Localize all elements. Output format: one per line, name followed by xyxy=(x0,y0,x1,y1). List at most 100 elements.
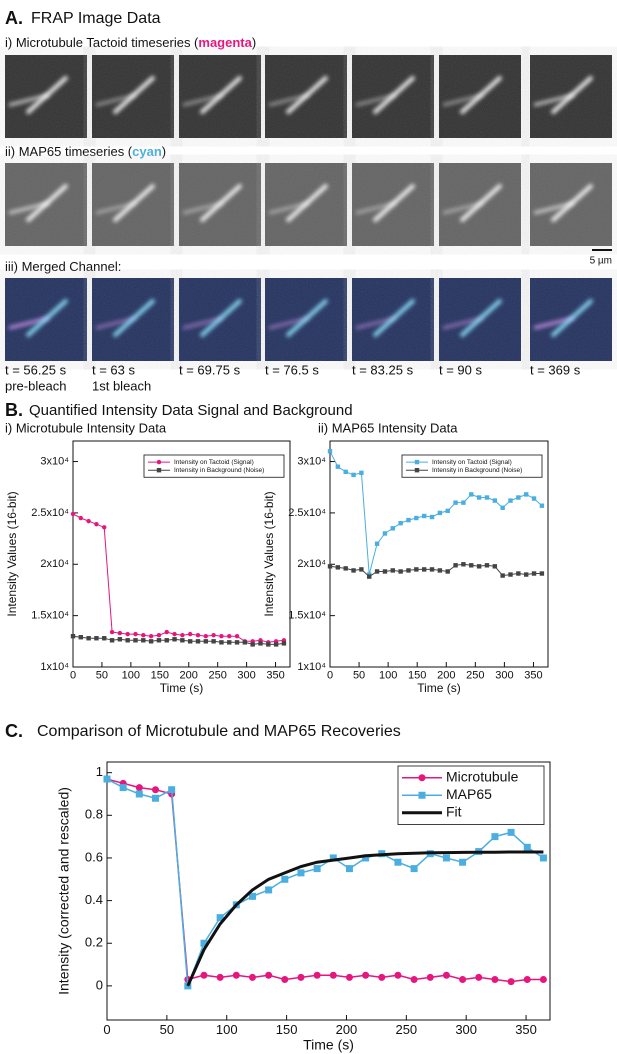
data-point xyxy=(78,515,84,521)
data-point xyxy=(394,971,402,979)
x-tick-label: 200 xyxy=(336,1022,358,1037)
data-point xyxy=(180,638,185,643)
image-frame xyxy=(439,278,521,361)
data-point xyxy=(234,633,240,639)
image-frame xyxy=(179,55,261,138)
time-caption: t = 63 s xyxy=(92,362,135,377)
data-point xyxy=(343,469,348,475)
data-point xyxy=(491,833,499,841)
data-point xyxy=(539,975,547,983)
data-point xyxy=(410,865,418,873)
data-point xyxy=(211,639,216,644)
series-line xyxy=(329,563,542,578)
x-tick-label: 250 xyxy=(466,670,484,682)
data-point xyxy=(335,464,341,469)
x-tick-label: 250 xyxy=(208,670,226,682)
data-point xyxy=(248,892,256,900)
data-point xyxy=(125,631,130,637)
data-point xyxy=(459,858,467,866)
legend-marker xyxy=(418,774,426,782)
data-point xyxy=(367,574,372,579)
series-line xyxy=(106,778,544,987)
data-point xyxy=(216,973,224,981)
time-caption: t = 369 s xyxy=(530,362,581,377)
data-point xyxy=(232,971,240,979)
data-point xyxy=(211,632,216,638)
legend-label: MAP65 xyxy=(446,786,492,802)
row-title-part: ) xyxy=(162,144,166,159)
data-point xyxy=(102,636,107,641)
y-tick-label: 0.8 xyxy=(85,807,103,822)
y-tick-label: 3x10⁴ xyxy=(40,455,69,467)
image-frame xyxy=(439,163,521,246)
data-point xyxy=(329,971,337,979)
data-point xyxy=(133,638,138,643)
x-axis-label: Time (s) xyxy=(417,681,461,695)
image-frame xyxy=(92,55,174,138)
data-point xyxy=(219,640,224,645)
data-point xyxy=(164,629,169,635)
tactoid-streak xyxy=(550,183,594,223)
time-caption: 1st bleach xyxy=(92,378,151,393)
data-point xyxy=(265,886,273,894)
data-point xyxy=(327,564,333,569)
image-frame xyxy=(92,278,174,361)
row-title-part: ) xyxy=(252,35,256,50)
panel-title: FRAP Image Data xyxy=(31,10,161,27)
image-frame xyxy=(265,55,347,138)
data-point xyxy=(234,640,240,645)
data-point xyxy=(297,973,305,981)
image-frame xyxy=(439,55,521,138)
panel-label: B. xyxy=(5,400,23,420)
x-axis-label: Time (s) xyxy=(303,1037,354,1053)
data-point xyxy=(476,495,482,500)
tactoid-streak xyxy=(459,183,503,223)
data-point xyxy=(523,843,531,851)
tactoid-streak xyxy=(25,298,69,338)
data-point xyxy=(195,632,201,638)
x-tick-label: 300 xyxy=(237,670,255,682)
x-tick-label: 200 xyxy=(437,670,455,682)
x-tick-label: 300 xyxy=(455,1022,477,1037)
data-point xyxy=(453,500,458,505)
data-point xyxy=(421,567,427,572)
data-point xyxy=(539,571,545,576)
data-point xyxy=(414,515,419,521)
x-tick-label: 50 xyxy=(353,670,365,682)
data-point xyxy=(156,632,162,638)
data-point xyxy=(459,975,467,983)
series-line xyxy=(329,451,543,575)
y-tick-label: 0.4 xyxy=(85,892,103,907)
data-point xyxy=(484,495,490,500)
data-point xyxy=(203,633,209,639)
image-frame xyxy=(5,278,87,361)
data-point xyxy=(437,510,443,516)
data-point xyxy=(133,631,138,637)
data-point xyxy=(180,632,185,638)
data-point xyxy=(119,784,127,792)
tactoid-streak xyxy=(285,183,329,223)
data-point xyxy=(151,794,159,802)
data-point xyxy=(445,569,450,574)
x-tick-label: 50 xyxy=(160,1022,174,1037)
data-point xyxy=(382,569,388,574)
data-point xyxy=(78,635,84,640)
data-point xyxy=(297,869,305,877)
y-tick-label: 2.5x10⁴ xyxy=(288,507,326,519)
data-point xyxy=(461,562,466,567)
data-point xyxy=(406,568,411,573)
data-point xyxy=(445,508,450,514)
data-point xyxy=(327,449,333,454)
x-tick-label: 100 xyxy=(216,1022,238,1037)
data-point xyxy=(492,498,498,503)
data-point xyxy=(248,973,256,981)
x-tick-label: 350 xyxy=(266,670,284,682)
legend-label: Intensity on Tactoid (Signal) xyxy=(432,459,512,466)
panel-label: A. xyxy=(5,8,23,28)
data-point xyxy=(86,518,91,524)
data-point xyxy=(313,971,321,979)
data-point xyxy=(135,784,143,792)
data-point xyxy=(398,569,403,574)
data-point xyxy=(359,470,364,476)
scale-bar-label: 5 µm xyxy=(590,256,612,267)
